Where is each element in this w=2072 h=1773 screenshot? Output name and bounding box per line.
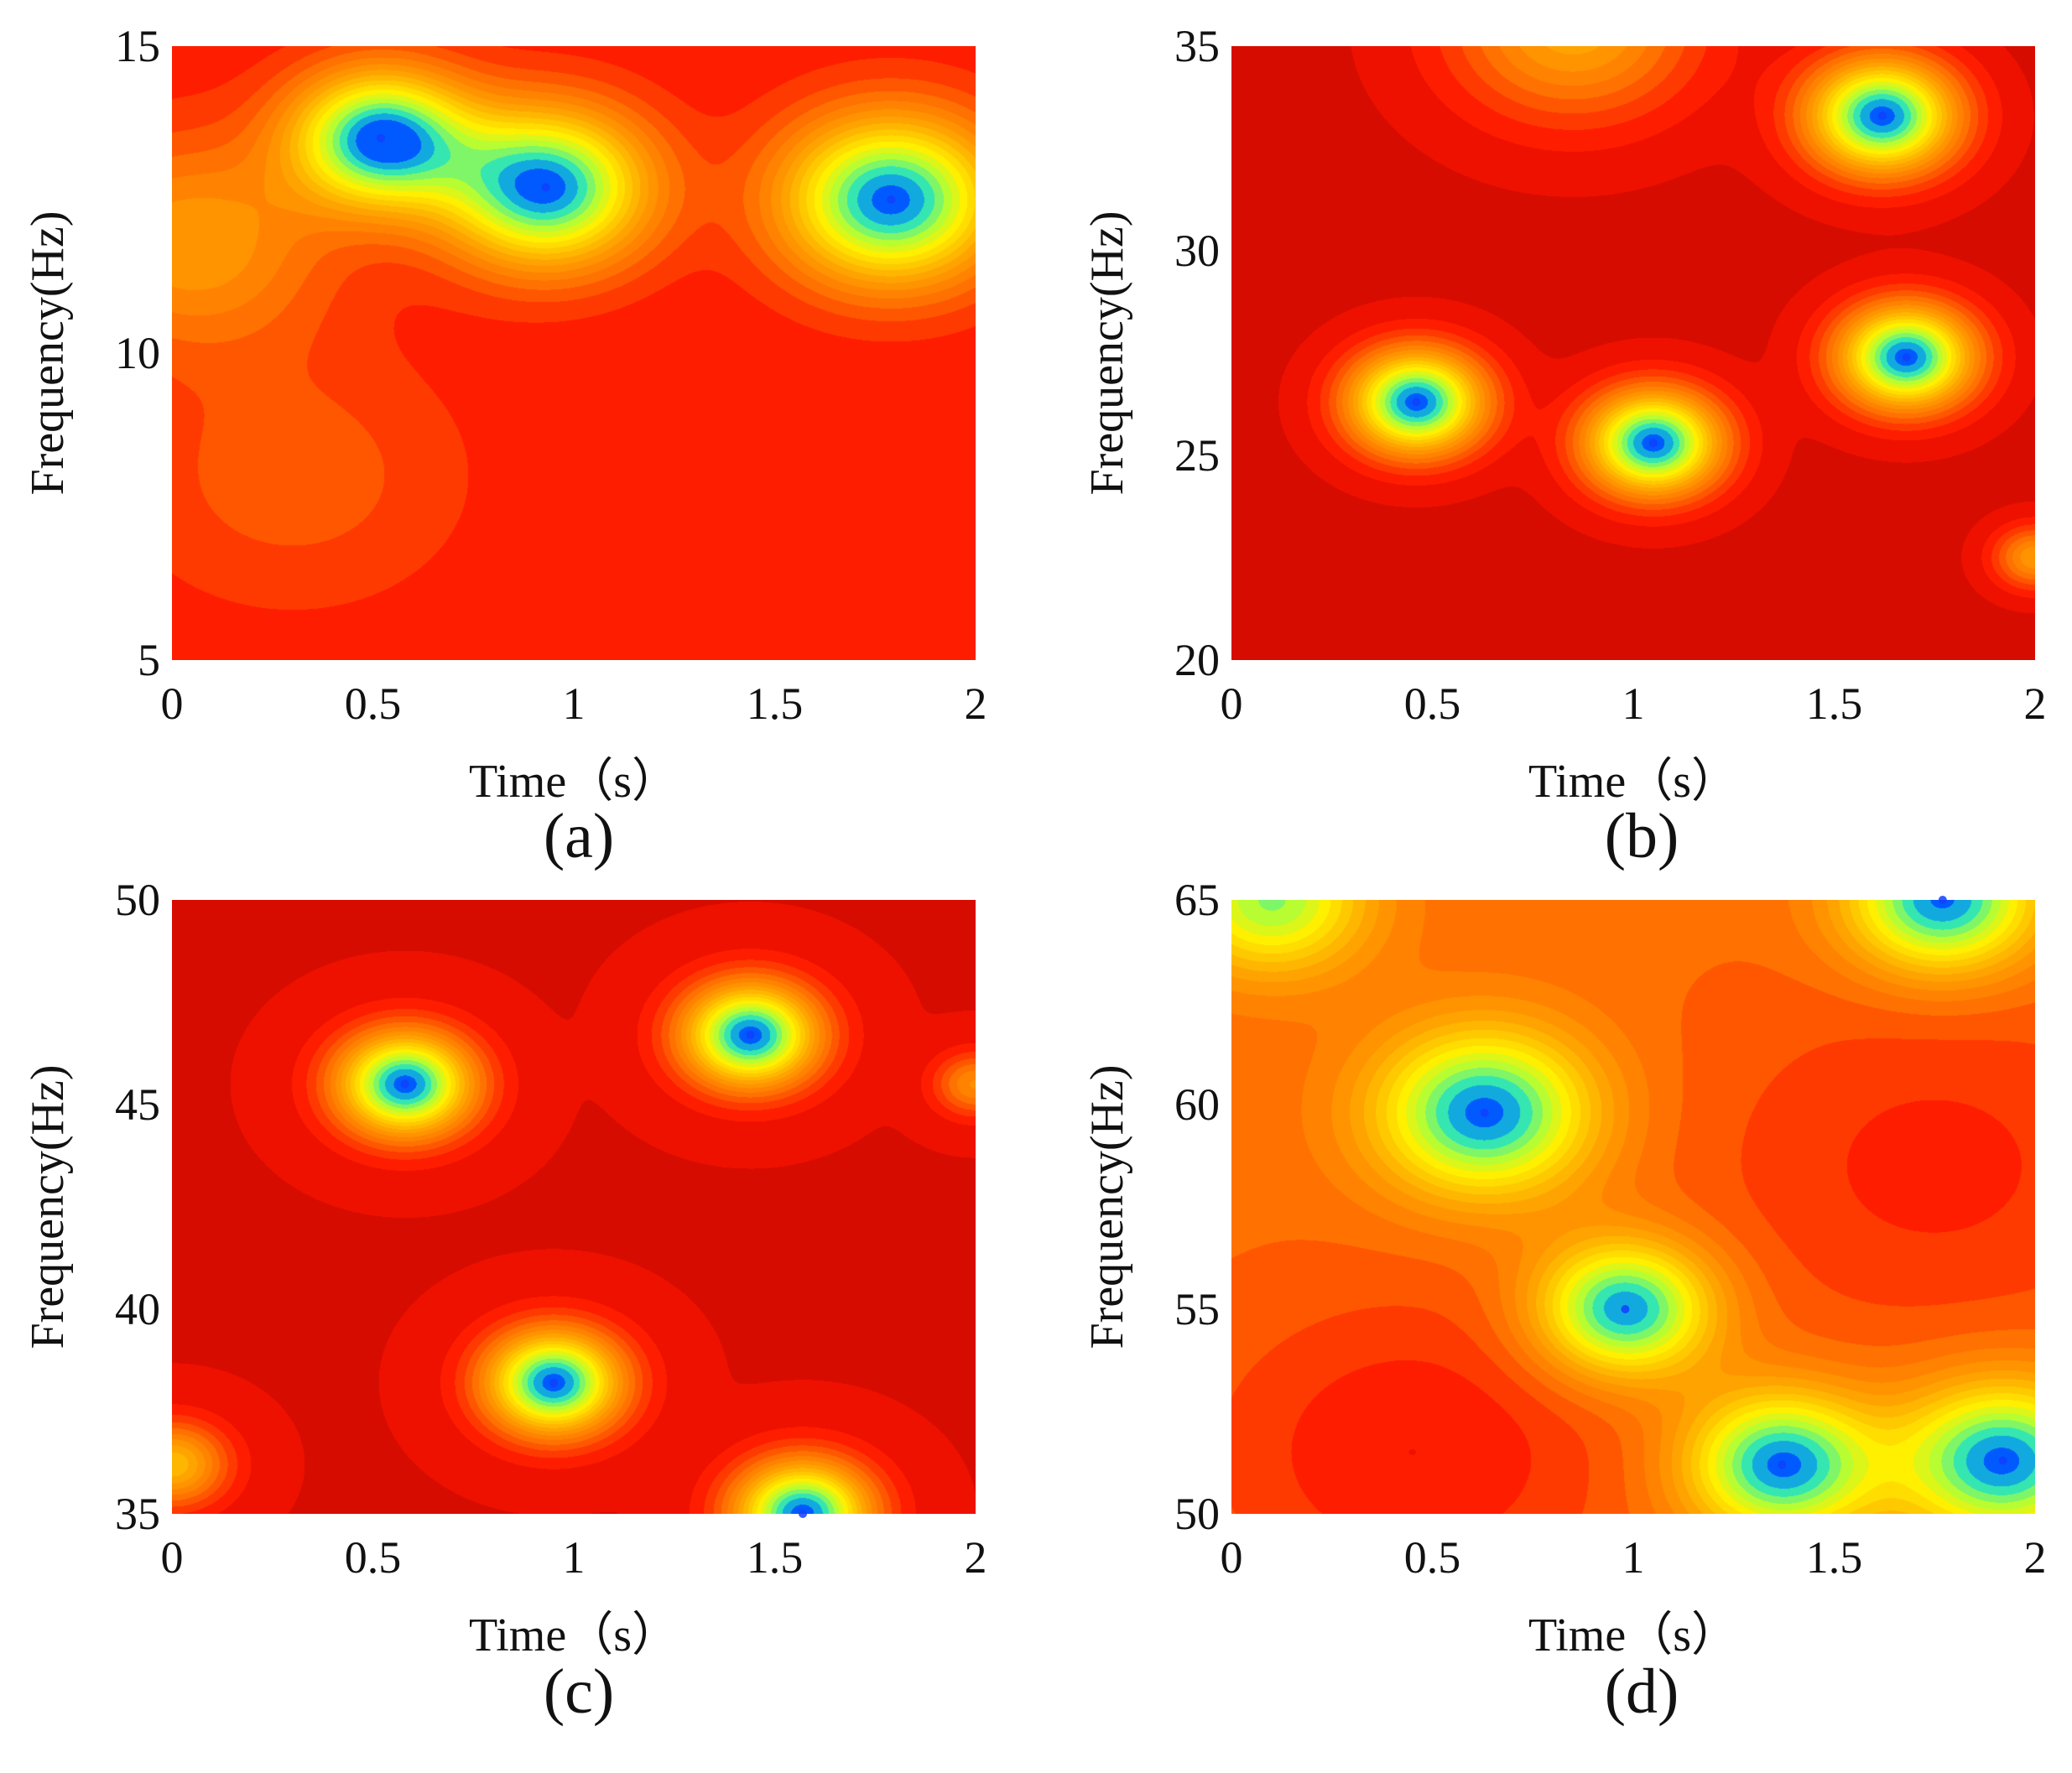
- y-tick-label: 35: [115, 1489, 160, 1539]
- x-axis-label: Time（s）: [1528, 1609, 1738, 1661]
- x-axis-label: Time（s）: [469, 1609, 679, 1661]
- peak-marker: [1778, 1460, 1787, 1469]
- peak-marker: [1998, 1456, 2007, 1465]
- x-tick-label: 0: [161, 1532, 184, 1583]
- y-axis-label: Frequency(Hz): [1081, 1065, 1133, 1349]
- panel-d: 50 55 60 65 0 0.5 1 1.5 2 Frequency(Hz) Time（s）…: [1081, 875, 2047, 1727]
- peak-marker: [1621, 1305, 1630, 1313]
- y-tick-label: 55: [1174, 1284, 1220, 1334]
- panel-label: (c): [544, 1656, 614, 1727]
- peak-marker: [746, 1031, 755, 1040]
- panel-label: (d): [1605, 1656, 1679, 1727]
- x-tick-label: 2: [965, 1532, 987, 1583]
- x-tick-label: 0.5: [345, 679, 402, 729]
- x-tick-label: 0.5: [345, 1532, 402, 1583]
- y-tick-labels: 20 25 30 35: [1174, 21, 1220, 685]
- peak-marker: [1648, 439, 1658, 448]
- peak-marker: [1877, 111, 1887, 120]
- peak-marker: [400, 1079, 409, 1089]
- x-tick-label: 2: [2024, 1532, 2047, 1583]
- x-tick-label: 0: [1221, 679, 1243, 729]
- y-tick-label: 60: [1174, 1079, 1220, 1130]
- x-tick-label: 2: [965, 679, 987, 729]
- y-axis-label: Frequency(Hz): [1081, 211, 1133, 496]
- heatmap-plot-area: [172, 46, 976, 660]
- y-tick-labels: 50 55 60 65: [1174, 875, 1220, 1539]
- x-tick-label: 1: [1622, 1532, 1645, 1583]
- panel-label: (a): [544, 801, 614, 871]
- panel-label: (b): [1605, 801, 1679, 871]
- heatmap-plot-area: [1231, 900, 2035, 1514]
- x-tick-labels: 0 0.5 1 1.5 2: [161, 679, 987, 729]
- y-tick-label: 5: [138, 635, 160, 685]
- peak-marker: [799, 1510, 808, 1518]
- panel-c: 35 40 45 50 0 0.5 1 1.5 2 Frequency(Hz) Time（s）…: [22, 875, 987, 1727]
- y-tick-label: 15: [115, 21, 160, 71]
- peak-marker: [1480, 1108, 1489, 1117]
- panel-a: 5 10 15 0 0.5 1 1.5 2 Frequency(Hz) Time（s） (a…: [22, 21, 987, 871]
- y-tick-label: 50: [115, 875, 160, 925]
- x-tick-label: 0.5: [1404, 679, 1461, 729]
- y-tick-label: 10: [115, 328, 160, 378]
- x-tick-label: 2: [2024, 679, 2047, 729]
- x-tick-labels: 0 0.5 1 1.5 2: [1221, 1532, 2047, 1583]
- heatmap-plot-area: [172, 900, 976, 1514]
- x-axis-label: Time（s）: [469, 756, 679, 808]
- peak-marker: [1412, 398, 1421, 407]
- peak-marker: [1902, 352, 1911, 361]
- y-tick-label: 20: [1174, 635, 1220, 685]
- peak-marker: [549, 1378, 559, 1387]
- peak-marker: [887, 195, 896, 204]
- x-tick-label: 1.5: [1806, 679, 1863, 729]
- y-tick-label: 30: [1174, 226, 1220, 276]
- y-tick-label: 40: [115, 1284, 160, 1334]
- panel-b: 20 25 30 35 0 0.5 1 1.5 2 Frequency(Hz) Time（s）…: [1081, 21, 2047, 871]
- peak-marker: [1938, 896, 1947, 904]
- y-tick-labels: 35 40 45 50: [115, 875, 160, 1539]
- x-tick-label: 1: [563, 679, 586, 729]
- y-axis-label: Frequency(Hz): [22, 1065, 74, 1349]
- y-tick-label: 45: [115, 1079, 160, 1130]
- heatmap-plot-area: [1231, 46, 2035, 660]
- x-tick-label: 1.5: [1806, 1532, 1863, 1583]
- x-tick-label: 1: [563, 1532, 586, 1583]
- peak-marker: [541, 183, 550, 192]
- x-tick-label: 0: [1221, 1532, 1243, 1583]
- y-axis-label: Frequency(Hz): [22, 211, 74, 496]
- x-tick-label: 0: [161, 679, 184, 729]
- y-tick-label: 35: [1174, 21, 1220, 71]
- peak-marker: [377, 133, 386, 143]
- x-axis-label: Time（s）: [1528, 756, 1738, 808]
- x-tick-label: 1.5: [747, 679, 804, 729]
- x-tick-label: 1: [1622, 679, 1645, 729]
- y-tick-label: 50: [1174, 1489, 1220, 1539]
- x-tick-labels: 0 0.5 1 1.5 2: [1221, 679, 2047, 729]
- x-tick-label: 0.5: [1404, 1532, 1461, 1583]
- y-tick-labels: 5 10 15: [115, 21, 160, 685]
- y-tick-label: 65: [1174, 875, 1220, 925]
- x-tick-labels: 0 0.5 1 1.5 2: [161, 1532, 987, 1583]
- y-tick-label: 25: [1174, 430, 1220, 481]
- x-tick-label: 1.5: [747, 1532, 804, 1583]
